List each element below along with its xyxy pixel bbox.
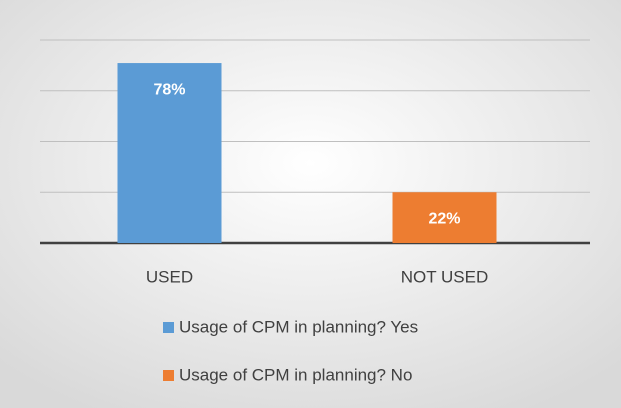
x-tick-label: NOT USED [401, 267, 489, 286]
legend-label: Usage of CPM in planning? Yes [179, 317, 418, 336]
x-tick-label: USED [146, 267, 193, 286]
legend-label: Usage of CPM in planning? No [179, 365, 412, 384]
bar [117, 63, 222, 244]
legend-swatch [163, 370, 174, 381]
value-label: 78% [153, 81, 185, 98]
bar [392, 192, 497, 243]
value-label: 22% [428, 210, 460, 227]
legend-swatch [163, 322, 174, 333]
